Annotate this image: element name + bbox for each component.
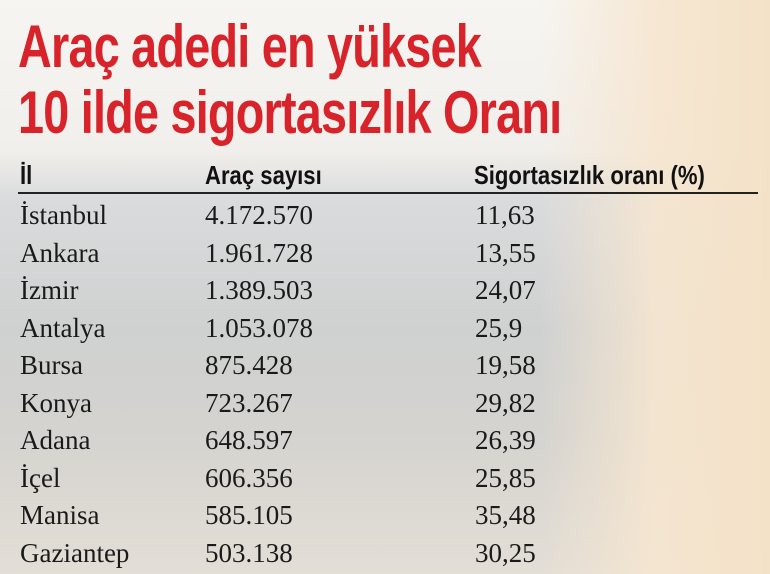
table-cell: 25,85 [475, 462, 536, 493]
table-cell: Bursa [20, 350, 83, 380]
table-cell: Antalya [20, 312, 106, 343]
table-cell: 606.356 [205, 462, 293, 493]
table-cell: 1.389.503 [205, 275, 313, 305]
table-cell: 648.597 [205, 425, 293, 455]
table-cell: İçel [20, 462, 61, 493]
title-line: 10 ilde sigortasızlık Oranı [18, 79, 562, 146]
table-cell: 1.053.078 [205, 312, 313, 343]
column-header: Sigortasızlık oranı (%) [474, 160, 705, 190]
table-cell: 4.172.570 [205, 200, 313, 230]
table-cell: 25,9 [475, 312, 523, 343]
table-cell: 26,39 [475, 425, 536, 455]
table-cell: Adana [20, 425, 91, 455]
table-cell: 19,58 [475, 350, 536, 380]
title-line: Araç adedi en yüksek [18, 13, 482, 80]
column-header: İl [20, 160, 33, 190]
table-cell: Konya [20, 387, 92, 418]
table-cell: 875.428 [205, 350, 293, 380]
table-cell: Gaziantep [20, 537, 130, 568]
table-cell: 24,07 [475, 275, 536, 305]
table-cell: 503.138 [205, 537, 293, 568]
table-cell: İstanbul [20, 200, 107, 230]
table-cell: İzmir [20, 275, 79, 305]
table-cell: Manisa [20, 500, 100, 530]
table-cell: 585.105 [205, 500, 293, 530]
table-cell: 30,25 [475, 537, 536, 568]
table-cell: 1.961.728 [205, 237, 313, 268]
background-fade [540, 0, 770, 574]
table-cell: Ankara [20, 237, 100, 268]
table-cell: 29,82 [475, 387, 536, 418]
header-rule [18, 192, 758, 194]
table-cell: 723.267 [205, 387, 293, 418]
table-cell: 11,63 [475, 200, 535, 230]
table-cell: 13,55 [475, 237, 536, 268]
table-cell: 35,48 [475, 500, 536, 530]
column-header: Araç sayısı [205, 160, 322, 190]
